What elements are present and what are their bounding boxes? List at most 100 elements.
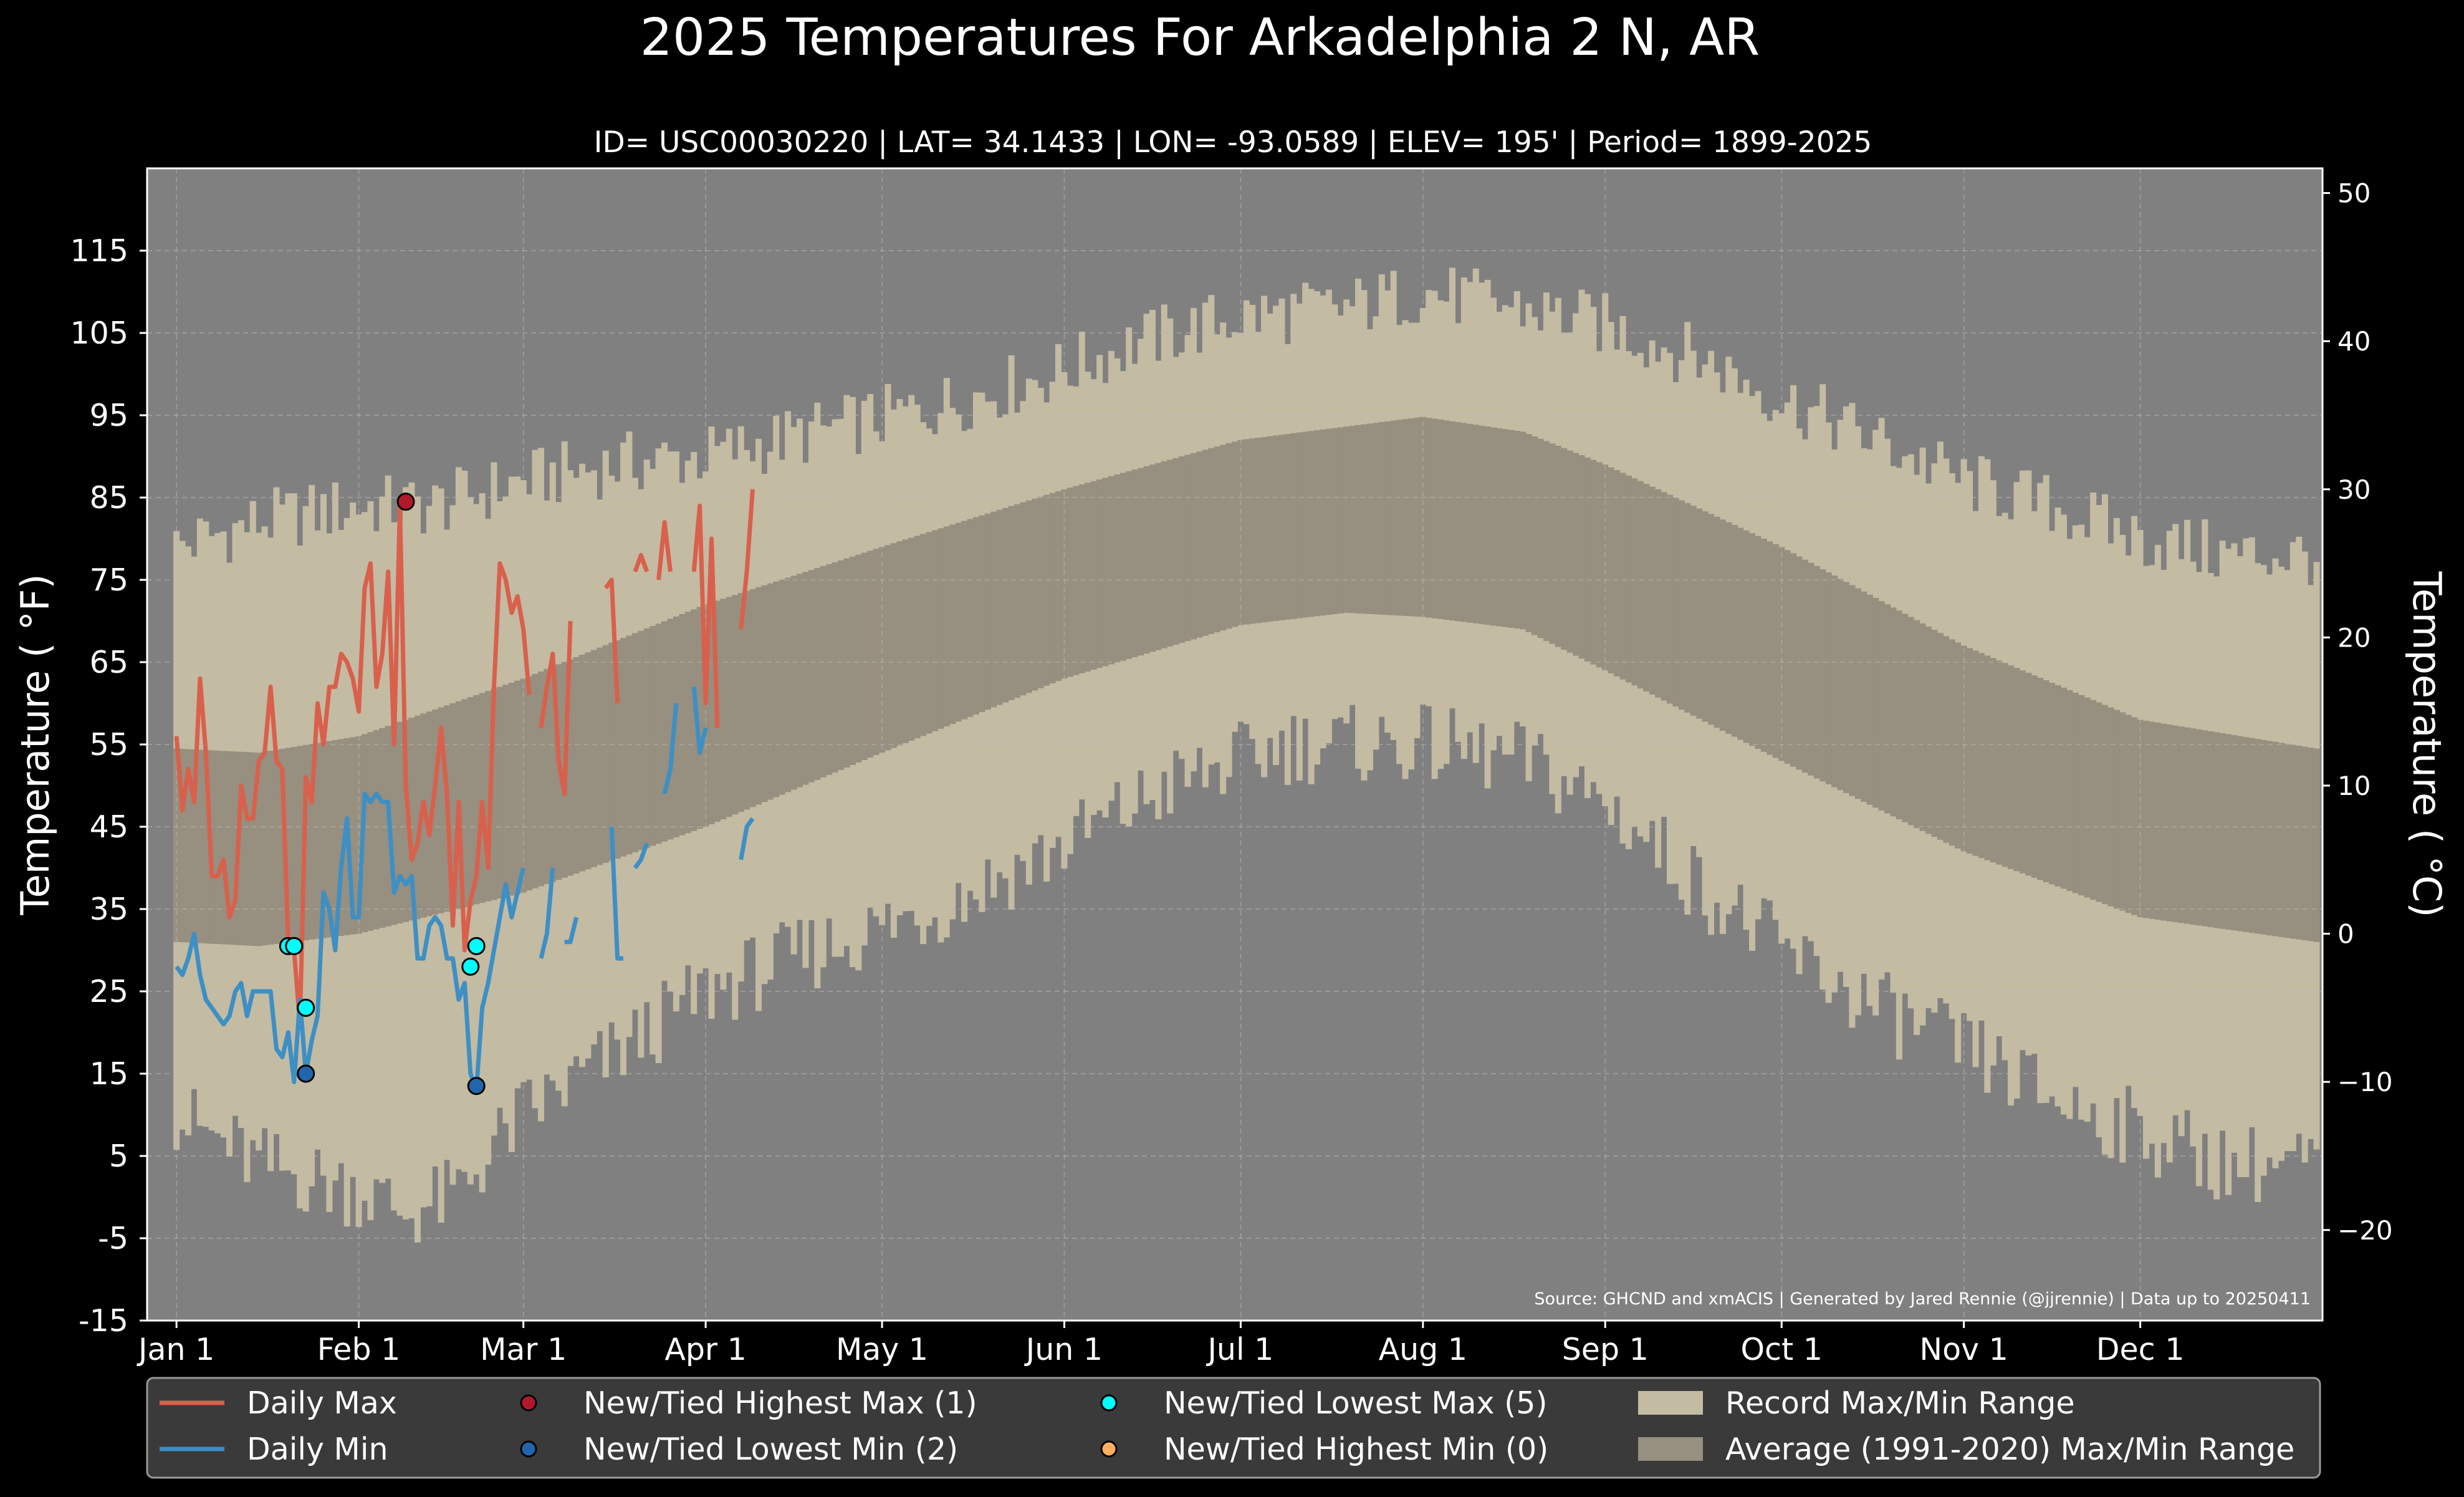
normal-range-bar: [185, 749, 192, 943]
normal-range-bar: [931, 530, 938, 731]
normal-range-bar: [2019, 670, 2026, 874]
normal-range-bar: [2060, 687, 2067, 889]
normal-range-bar: [1914, 620, 1920, 829]
normal-range-bar: [832, 562, 838, 773]
normal-range-bar: [1584, 457, 1591, 662]
normal-range-bar: [1784, 550, 1791, 764]
normal-range-bar: [732, 595, 739, 815]
normal-range-bar: [1907, 617, 1914, 826]
normal-range-bar: [355, 736, 362, 934]
normal-range-bar: [2101, 705, 2109, 905]
normal-range-bar: [2072, 692, 2079, 893]
normal-range-bar: [1731, 525, 1738, 737]
normal-range-bar: [549, 667, 556, 882]
normal-range-bar: [426, 711, 433, 917]
normal-range-bar: [2090, 700, 2097, 900]
normal-range-bar: [1825, 572, 1832, 784]
normal-range-bar: [1696, 508, 1703, 719]
normal-range-bar: [926, 532, 932, 734]
normal-range-bar: [626, 635, 633, 855]
normal-range-bar: [496, 686, 503, 899]
y-tick-label: 25: [90, 974, 128, 1009]
normal-range-bar: [1396, 420, 1403, 616]
normal-range-bar: [2078, 695, 2085, 895]
normal-range-bar: [1566, 450, 1573, 653]
normal-range-bar: [1361, 424, 1368, 614]
normal-range-bar: [2190, 728, 2197, 925]
normal-range-bar: [1937, 633, 1944, 840]
normal-range-bar: [1131, 469, 1138, 658]
normal-range-bar: [696, 607, 703, 829]
normal-range-bar: [2049, 683, 2056, 885]
normal-range-bar: [261, 751, 268, 946]
normal-range-bar: [1702, 511, 1709, 722]
normal-range-bar: [1520, 431, 1527, 630]
normal-range-bar: [232, 751, 239, 945]
normal-range-bar: [479, 693, 486, 903]
normal-range-bar: [1014, 504, 1021, 698]
normal-range-bar: [914, 536, 921, 739]
chart-title: 2025 Temperatures For Arkadelphia 2 N, A…: [640, 8, 1760, 67]
normal-range-bar: [1220, 445, 1227, 631]
normal-range-bar: [290, 746, 297, 942]
x-tick-label: Feb 1: [317, 1332, 401, 1367]
normal-range-bar: [1025, 500, 1032, 693]
normal-range-bar: [438, 707, 444, 913]
normal-range-bar: [1479, 425, 1485, 625]
normal-range-bar: [1984, 655, 1991, 860]
daily-line-min: [739, 817, 755, 860]
normal-range-bar: [896, 541, 903, 746]
normal-range-bar: [1114, 474, 1121, 663]
normal-range-bar: [2289, 744, 2296, 939]
legend-swatch-patch: [1638, 1391, 1703, 1415]
normal-range-bar: [884, 545, 891, 751]
y-tick-label: 15: [90, 1056, 128, 1092]
x-tick-label: Apr 1: [664, 1332, 747, 1367]
normal-range-bar: [2037, 678, 2044, 880]
normal-range-bar: [396, 721, 403, 924]
normal-range-bar: [249, 752, 256, 946]
normal-range-bar: [1472, 425, 1479, 623]
legend-swatch-dot: [520, 1440, 537, 1458]
normal-range-bar: [467, 697, 474, 906]
normal-range-bar: [1790, 553, 1797, 767]
x-tick-label: Jun 1: [1024, 1332, 1103, 1367]
normal-range-bar: [1949, 639, 1955, 846]
normal-range-bar: [1801, 559, 1808, 773]
normal-range-bar: [702, 604, 709, 827]
normal-range-bar: [1225, 443, 1232, 629]
normal-range-bar: [814, 568, 821, 780]
normal-range-bar: [2236, 736, 2243, 931]
normal-range-bar: [2178, 726, 2185, 923]
normal-range-bar: [379, 728, 386, 928]
normal-range-bar: [1108, 476, 1115, 665]
legend-label: New/Tied Highest Max (1): [583, 1385, 977, 1421]
normal-range-bar: [1119, 473, 1126, 661]
record-marker: [467, 1077, 486, 1095]
normal-range-bar: [1608, 467, 1614, 674]
normal-range-bar: [2166, 724, 2173, 922]
normal-range-bar: [972, 517, 979, 715]
normal-range-bar: [737, 593, 744, 812]
normal-range-bar: [1931, 630, 1938, 837]
normal-range-bar: [849, 556, 856, 765]
legend-label: Daily Min: [247, 1432, 388, 1467]
x-tick-label: Nov 1: [1919, 1332, 2008, 1367]
normal-range-bar: [2272, 741, 2279, 936]
normal-range-bar: [867, 551, 874, 758]
normal-range-bar: [537, 671, 544, 887]
normal-range-bar: [2172, 725, 2179, 923]
normal-range-bar: [1849, 585, 1856, 796]
legend-label: New/Tied Lowest Min (2): [583, 1432, 958, 1467]
normal-range-bar: [1267, 436, 1273, 622]
y-tick-label: 115: [70, 233, 128, 269]
normal-range-bar: [2137, 720, 2144, 918]
y-tick-label: -15: [79, 1303, 128, 1339]
normal-range-bar: [1578, 455, 1585, 659]
normal-range-bar: [1126, 471, 1133, 659]
normal-range-bar: [785, 577, 792, 792]
normal-range-bar: [1237, 440, 1244, 625]
normal-range-bar: [1032, 498, 1038, 691]
normal-range-bar: [1049, 493, 1056, 684]
